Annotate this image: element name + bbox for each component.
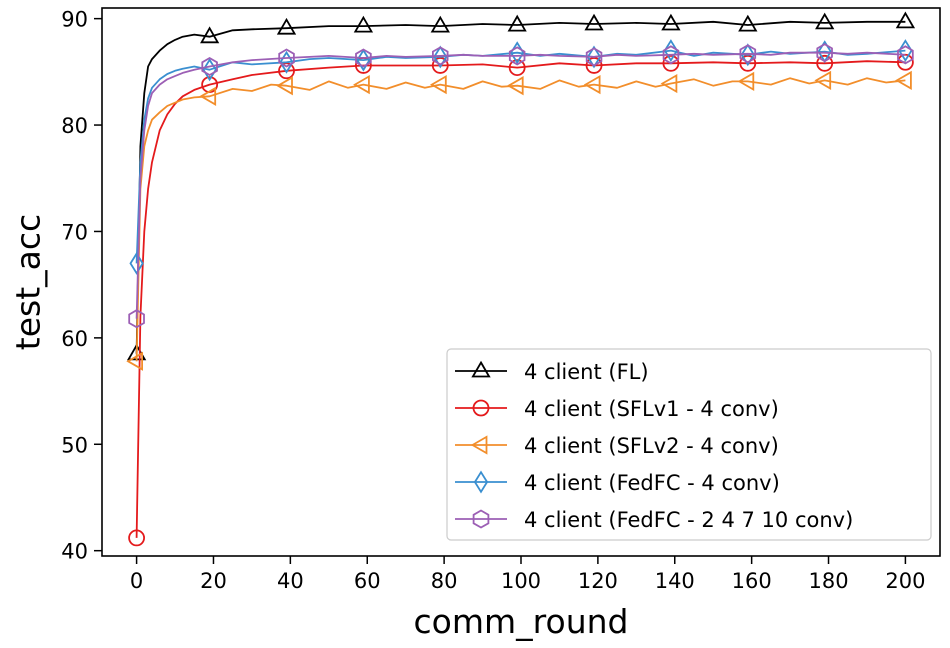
data-point (584, 13, 604, 31)
series-line (135, 20, 906, 354)
series-2 (128, 53, 914, 547)
x-tick-label: 60 (354, 569, 381, 593)
axes-layer: 0 20 40 60 80 100 120 140 160 180 200 40 50 60 70 80 90 (61, 8, 925, 593)
x-tick-label: 180 (808, 569, 848, 593)
x-tick-label: 40 (277, 569, 304, 593)
data-point (739, 54, 757, 72)
x-tick-label: 100 (501, 569, 541, 593)
series-5 (128, 43, 914, 329)
data-point (586, 45, 602, 69)
data-point (432, 46, 449, 66)
data-point (585, 47, 603, 67)
data-point (737, 71, 755, 92)
data-point (815, 12, 835, 30)
data-point (662, 54, 680, 72)
data-point (430, 15, 450, 33)
data-point (278, 48, 295, 68)
legend-marker (471, 360, 491, 378)
y-tick-label: 50 (61, 433, 88, 457)
data-point (128, 309, 145, 329)
legend-item: 4 client (SFLv2 - 4 conv) (455, 434, 779, 458)
series-line (135, 51, 906, 319)
y-axis-label: test_acc (9, 214, 48, 350)
data-point (583, 74, 601, 95)
x-tick-label: 200 (885, 569, 925, 593)
x-tick-label: 160 (732, 569, 772, 593)
data-point (433, 45, 448, 69)
data-point (276, 76, 293, 96)
data-point (897, 45, 914, 65)
data-point (740, 43, 755, 67)
x-axis-label: comm_round (414, 602, 629, 641)
series-1 (126, 11, 916, 361)
data-point (508, 46, 526, 66)
y-tick-label: 40 (61, 540, 88, 564)
data-point (661, 13, 681, 31)
series-line (135, 77, 906, 362)
y-tick-label: 80 (61, 114, 88, 138)
legend-label: 4 client (FedFC - 2 4 7 10 conv) (524, 508, 853, 532)
data-point (739, 44, 757, 64)
y-tick-label: 90 (61, 8, 88, 32)
data-point (895, 11, 916, 29)
legend-label: 4 client (SFLv1 - 4 conv) (524, 397, 779, 421)
x-tick-label: 140 (655, 569, 695, 593)
legend-item: 4 client (FedFC - 2 4 7 10 conv) (455, 508, 853, 532)
legend: 4 client (FL) 4 client (SFLv1 - 4 conv) 4 … (446, 348, 932, 541)
legend-item: 4 client (FL) (455, 360, 649, 384)
x-tick-label: 80 (431, 569, 458, 593)
data-point (897, 53, 914, 71)
series-3 (126, 70, 912, 371)
series-layer (126, 11, 916, 547)
data-point (506, 76, 524, 96)
x-tick-label: 0 (130, 569, 143, 593)
data-point (508, 59, 526, 76)
data-point (278, 62, 295, 80)
data-point (585, 57, 603, 74)
data-point (276, 17, 297, 35)
legend-item: 4 client (FedFC - 4 conv) (455, 470, 780, 495)
data-point (660, 73, 678, 94)
data-point (201, 56, 218, 77)
data-point (814, 70, 832, 90)
x-tick-label: 120 (578, 569, 618, 593)
series-line (135, 60, 906, 538)
data-point (200, 26, 220, 44)
y-tick-label: 60 (61, 327, 88, 351)
data-point (816, 54, 834, 72)
data-point (663, 39, 679, 62)
data-point (431, 57, 449, 74)
legend-marker (472, 399, 490, 417)
data-point (199, 86, 217, 106)
data-point (128, 529, 145, 547)
data-point (898, 39, 913, 62)
legend-label: 4 client (FL) (524, 360, 649, 384)
legend-box (446, 348, 932, 541)
legend-label: 4 client (FedFC - 4 conv) (524, 471, 780, 495)
legend-marker (470, 435, 488, 455)
data-point (430, 74, 447, 95)
legend-marker (473, 470, 489, 494)
data-point (507, 14, 527, 32)
data-point (895, 70, 912, 90)
data-point (129, 251, 144, 275)
data-point (662, 45, 680, 65)
legend-label: 4 client (SFLv2 - 4 conv) (524, 434, 779, 458)
data-point (355, 48, 372, 68)
x-tick-label: 20 (200, 569, 227, 593)
data-point (126, 351, 143, 371)
data-point (353, 15, 374, 33)
data-point (816, 43, 833, 63)
data-point (738, 14, 758, 32)
data-point (353, 74, 370, 95)
legend-marker (472, 509, 490, 529)
legend-item: 4 client (SFLv1 - 4 conv) (455, 397, 779, 421)
y-tick-label: 70 (61, 220, 88, 244)
